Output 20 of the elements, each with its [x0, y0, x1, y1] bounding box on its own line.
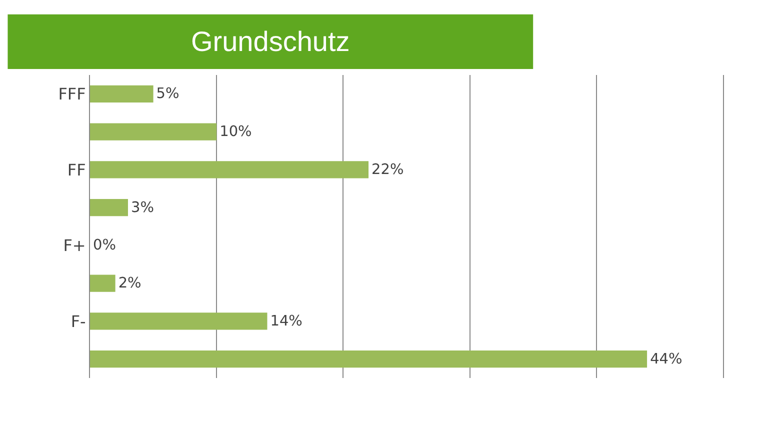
y-tick-label: FF: [67, 160, 86, 180]
data-label: 14%: [270, 313, 302, 330]
bar: [90, 123, 217, 140]
y-tick-label: F-: [70, 312, 86, 331]
bar: [90, 312, 268, 330]
bar: [90, 199, 128, 216]
chart-title: Grundschutz: [191, 26, 350, 57]
y-tick-label: FFF: [58, 84, 86, 104]
bar: [90, 350, 648, 368]
data-label: 0%: [93, 238, 116, 254]
bar: [90, 85, 154, 102]
bar: [90, 274, 116, 292]
y-tick-label: F+: [63, 236, 86, 256]
data-label: 22%: [372, 162, 404, 178]
data-label: 3%: [130, 200, 154, 216]
data-label: 10%: [220, 124, 252, 140]
data-label: 44%: [650, 351, 682, 368]
bar: [90, 161, 369, 178]
data-label: 5%: [156, 86, 180, 102]
data-label: 2%: [118, 276, 142, 292]
